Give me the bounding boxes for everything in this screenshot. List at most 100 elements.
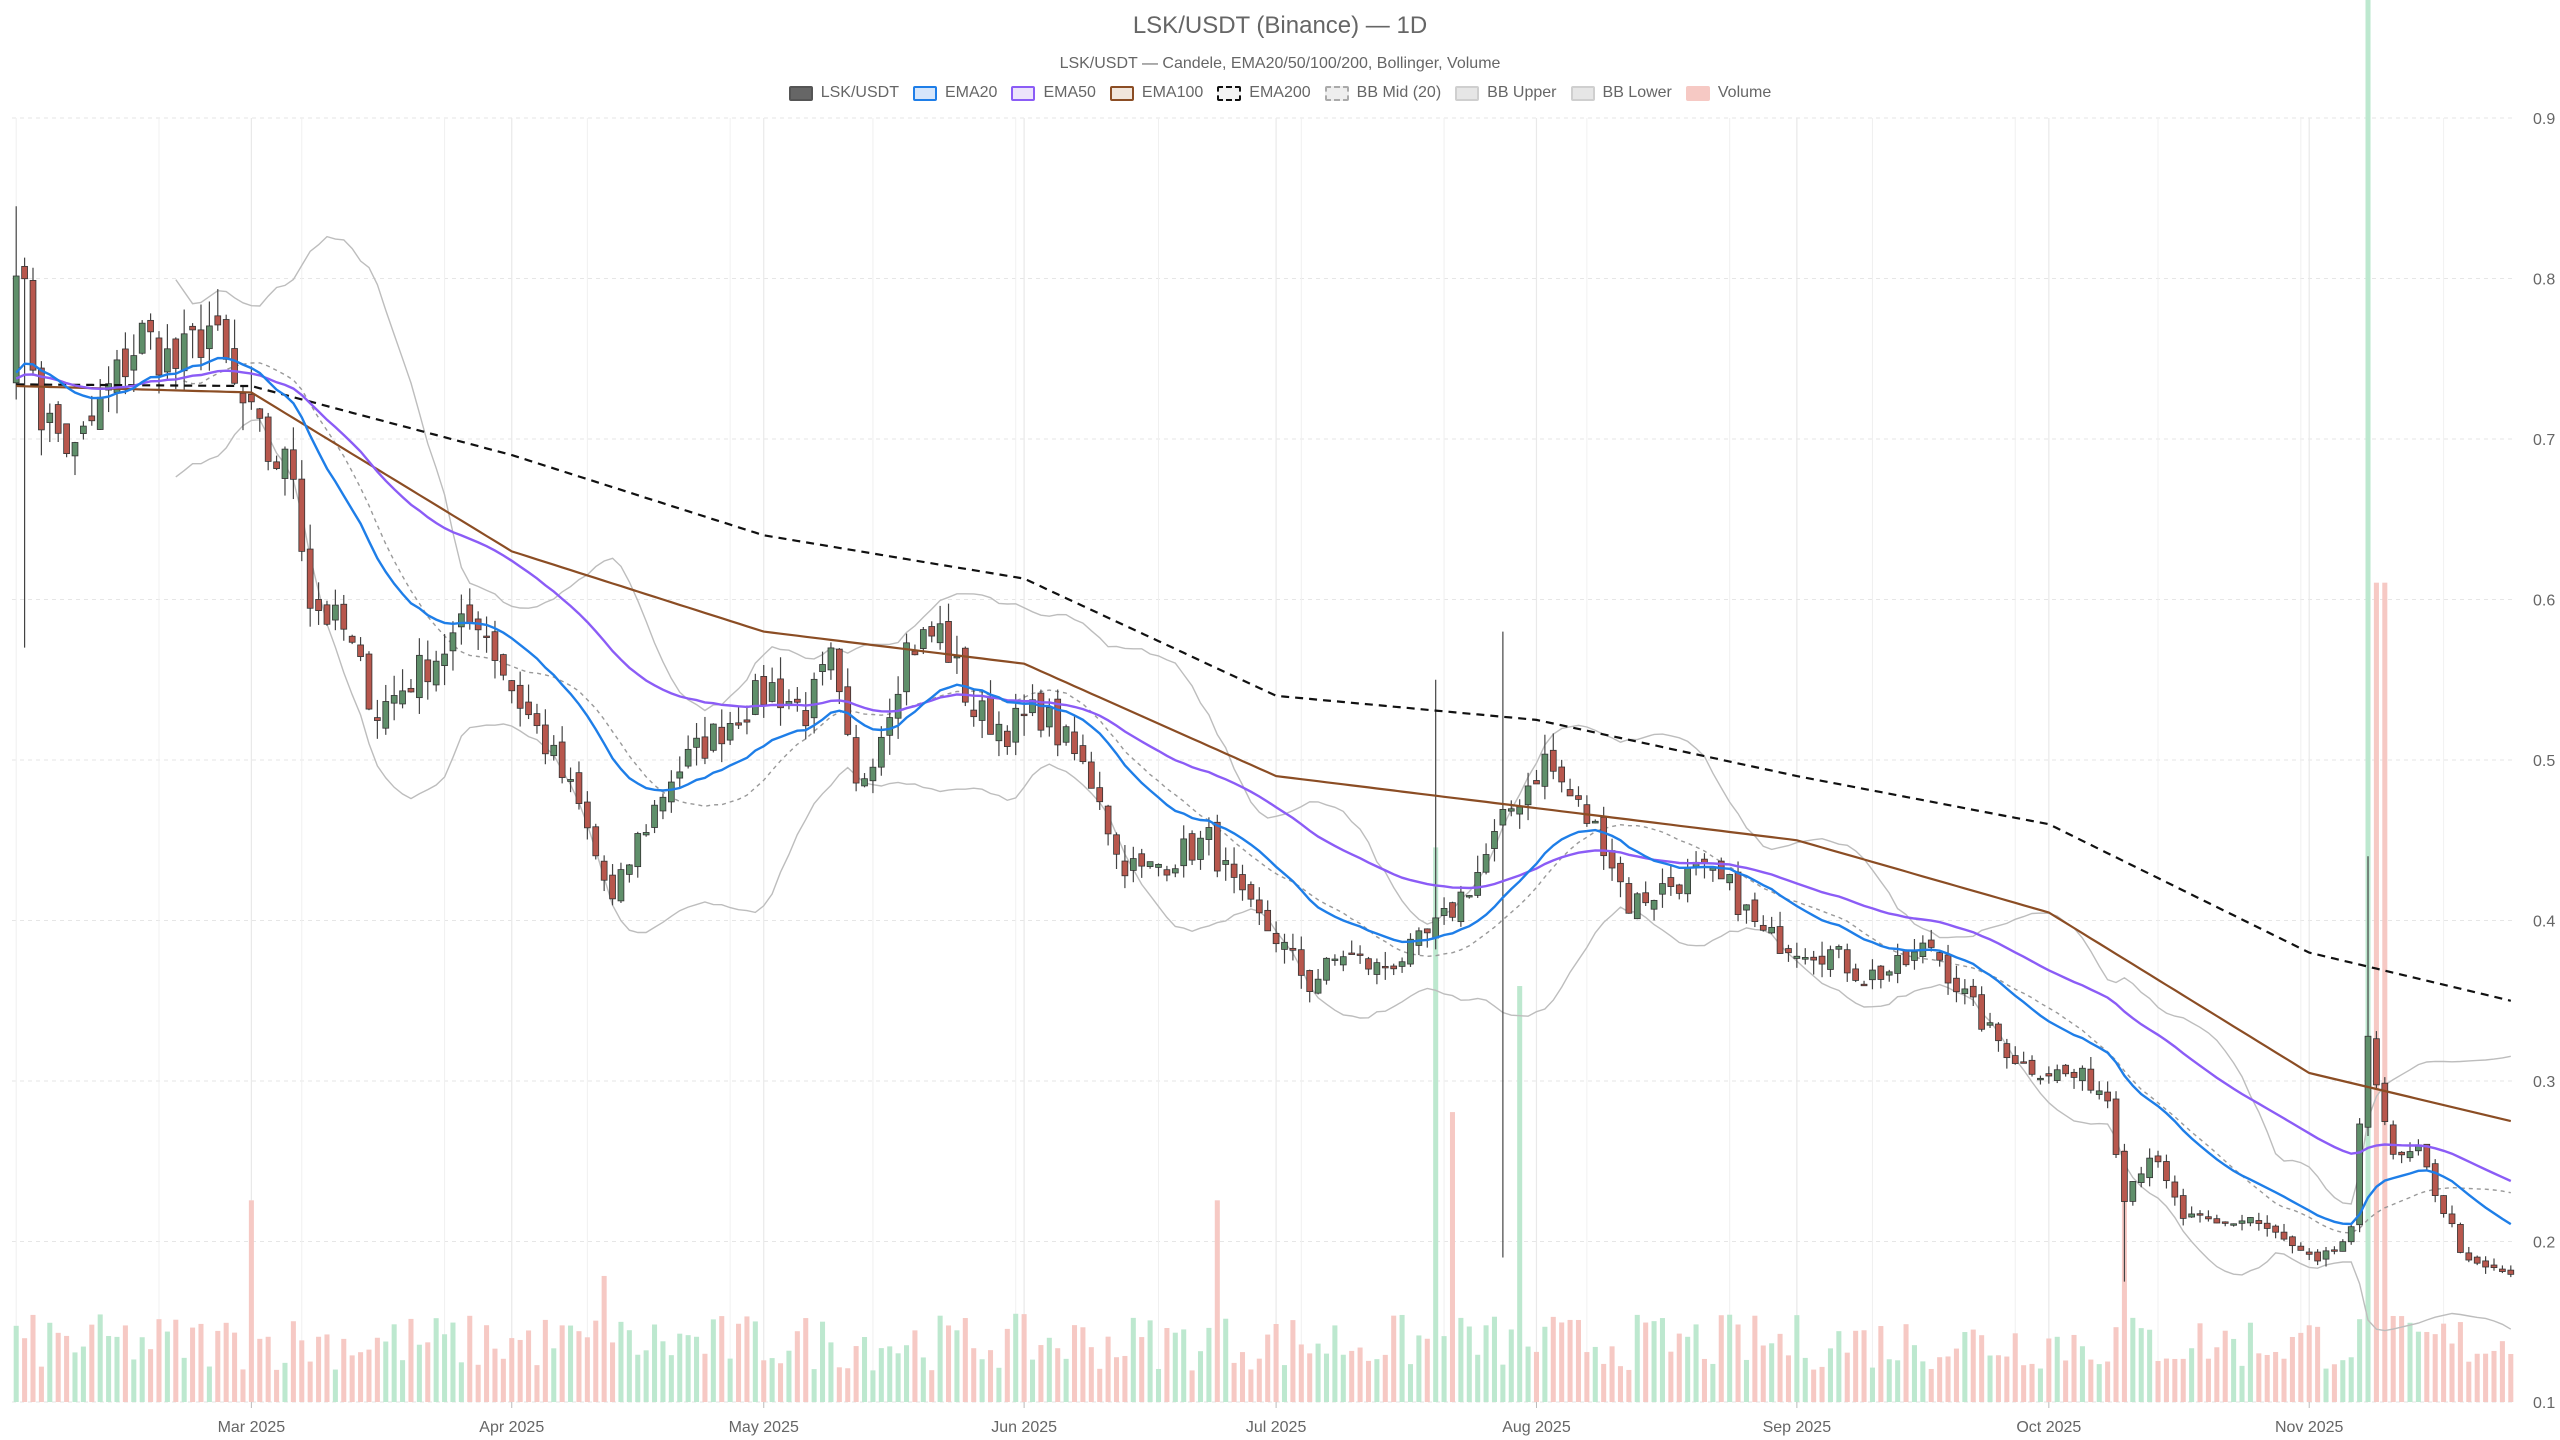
candle-body — [1264, 909, 1272, 932]
candle-body — [332, 604, 339, 621]
candle-body — [1885, 971, 1893, 976]
volume-bar — [1189, 1370, 1195, 1402]
candle-body — [164, 348, 171, 373]
volume-bar — [374, 1337, 380, 1402]
candle-body — [668, 781, 675, 803]
candle-body — [21, 265, 28, 280]
candle-body — [634, 833, 642, 868]
candle-body — [80, 425, 87, 434]
legend-item-bb-lower[interactable]: BB Lower — [1570, 84, 1672, 102]
legend-item-ema100[interactable]: EMA100 — [1109, 84, 1203, 102]
volume-bar — [584, 1337, 590, 1402]
legend-label: BB Mid (20) — [1356, 84, 1442, 101]
volume-bar — [509, 1338, 515, 1402]
x-tick-label: Sep 2025 — [1763, 1419, 1832, 1436]
volume-bar — [811, 1369, 817, 1402]
candle-body — [2457, 1224, 2464, 1253]
candle-body — [542, 724, 549, 755]
volume-bar — [1046, 1337, 1052, 1402]
candle-body — [1869, 969, 1876, 981]
candle-body — [172, 338, 180, 369]
x-tick-label: May 2025 — [729, 1419, 799, 1436]
volume-bar — [1542, 1326, 1548, 1402]
candle-body — [2011, 1055, 2019, 1064]
candle-body — [1339, 956, 1347, 966]
volume-bar — [778, 1363, 784, 1402]
volume-bar — [2424, 1331, 2430, 1402]
candle-body — [390, 695, 398, 704]
volume-bar — [820, 1321, 826, 1402]
candle-body — [1776, 926, 1784, 954]
volume-bar — [1374, 1359, 1380, 1402]
volume-bar — [366, 1349, 372, 1402]
volume-bar — [1349, 1350, 1355, 1402]
candle-body — [1835, 946, 1843, 950]
candle-body — [1759, 924, 1767, 931]
volume-bar — [2063, 1360, 2069, 1402]
candle-body — [1768, 926, 1775, 934]
volume-bar — [1290, 1320, 1296, 1402]
volume-bar — [248, 1200, 254, 1402]
volume-bar — [1920, 1361, 1926, 1402]
candle-body — [2289, 1236, 2296, 1247]
candle-body — [1365, 958, 1372, 970]
volume-bar — [1718, 1315, 1724, 1402]
volume-bar — [467, 1315, 473, 1402]
legend-item-bb-upper[interactable]: BB Upper — [1455, 84, 1557, 102]
candle-body — [273, 461, 280, 469]
legend-item-bb-mid-20[interactable]: BB Mid (20) — [1324, 84, 1442, 102]
candle-body — [1843, 949, 1851, 974]
candle-body — [2196, 1213, 2204, 1216]
volume-bar — [769, 1358, 775, 1402]
legend-item-ema200[interactable]: EMA200 — [1217, 84, 1311, 102]
volume-bar — [635, 1354, 641, 1402]
volume-bar — [836, 1367, 842, 1402]
candle-body — [1104, 805, 1112, 835]
volume-bar — [2466, 1361, 2472, 1402]
candle-body — [760, 676, 768, 706]
volume-bar — [1122, 1355, 1128, 1402]
volume-bar — [920, 1357, 926, 1402]
candle-body — [399, 690, 406, 705]
candle-body — [550, 744, 558, 757]
legend-item-volume[interactable]: Volume — [1685, 84, 1771, 102]
legend-item-ema20[interactable]: EMA20 — [912, 84, 998, 102]
volume-bar — [878, 1348, 884, 1402]
candle-body — [1625, 883, 1633, 914]
volume-bar — [190, 1327, 196, 1402]
candle-body — [374, 717, 381, 721]
volume-bar — [904, 1345, 910, 1402]
candle-body — [1642, 892, 1650, 904]
volume-bar — [685, 1335, 691, 1402]
candle-body — [752, 680, 759, 715]
candle-body — [1306, 970, 1314, 992]
volume-bar — [1769, 1343, 1775, 1402]
volume-bar — [2147, 1329, 2153, 1402]
candle-body — [1037, 692, 1045, 731]
candle-body — [659, 796, 667, 812]
volume-bar — [1038, 1345, 1044, 1402]
candle-body — [2440, 1195, 2447, 1214]
volume-bar — [1844, 1352, 1850, 1402]
volume-bar — [626, 1330, 632, 1402]
candle-body — [1373, 962, 1381, 975]
volume-bar — [1466, 1326, 1472, 1402]
candle-body — [1146, 861, 1154, 867]
candle-body — [2263, 1222, 2271, 1229]
volume-bar — [1979, 1335, 1985, 1402]
legend-swatch — [1109, 85, 1134, 101]
volume-bar — [727, 1358, 733, 1402]
legend-item-ema50[interactable]: EMA50 — [1011, 84, 1096, 102]
legend-label: BB Upper — [1487, 84, 1557, 101]
legend-label: EMA50 — [1043, 84, 1096, 101]
candle-body — [2053, 1069, 2061, 1081]
legend-label: EMA20 — [944, 84, 998, 101]
chart-legend[interactable]: LSK/USDT EMA20 EMA50 EMA100 EMA200 BB Mid (20… — [0, 84, 2560, 102]
candle-body — [231, 348, 238, 384]
ema100-line — [16, 384, 2512, 1123]
candle-body — [323, 604, 331, 625]
legend-item-lsk-usdt[interactable]: LSK/USDT — [788, 84, 899, 102]
candle-body — [1381, 965, 1389, 969]
candle-body — [2423, 1143, 2431, 1168]
bb-mid-line — [175, 362, 2511, 1234]
